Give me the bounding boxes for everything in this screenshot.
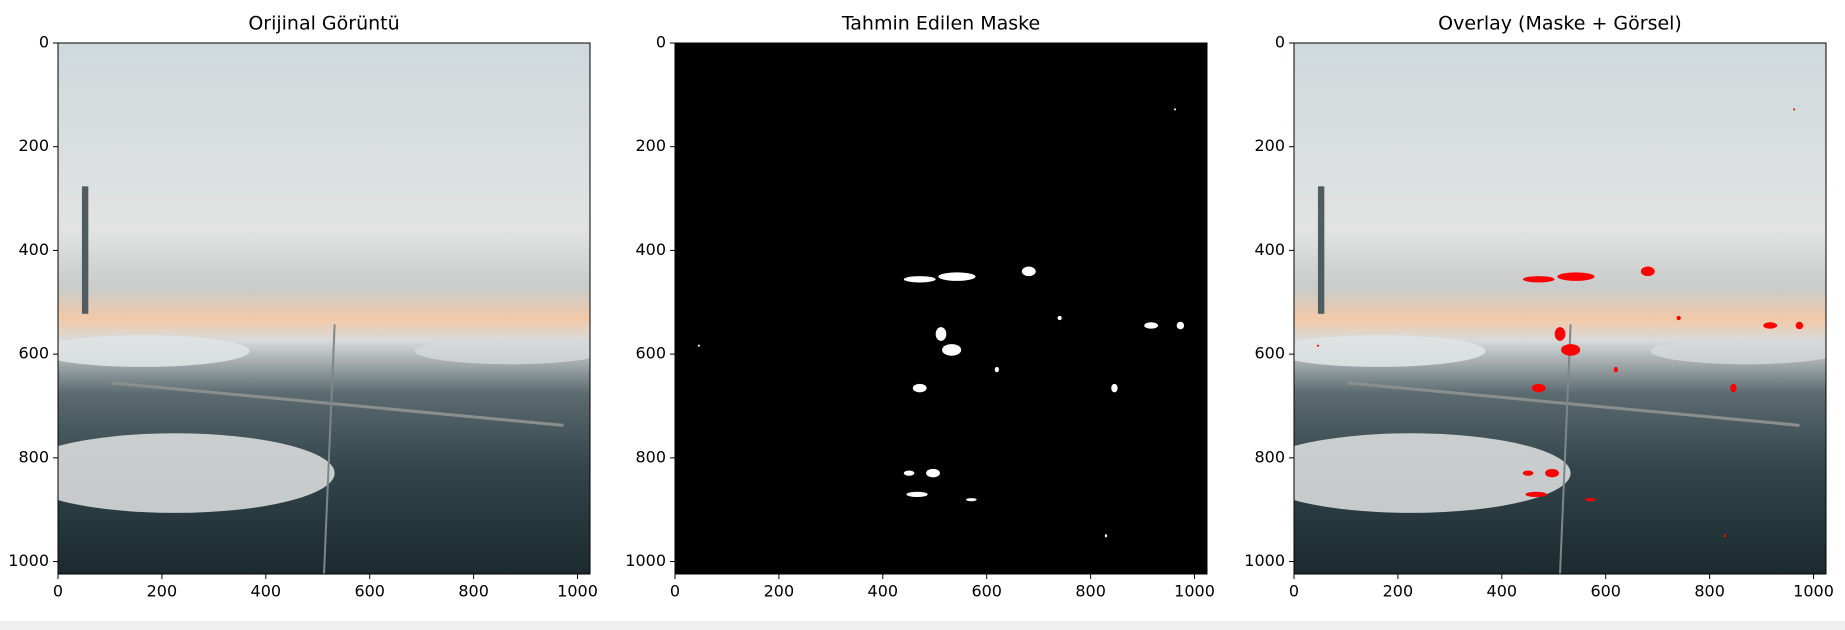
x-tick-label: 200 <box>147 582 178 601</box>
runway <box>111 381 564 427</box>
mask-blob <box>1176 321 1185 330</box>
fog <box>1294 433 1571 513</box>
y-tick-label: 200 <box>1254 136 1285 155</box>
panel-title: Tahmin Edilen Maske <box>841 13 1040 35</box>
x-tick-label: 400 <box>868 582 899 601</box>
x-tick-label: 600 <box>354 582 385 601</box>
mask-blob <box>1144 322 1159 329</box>
y-tick-label: 0 <box>1275 33 1285 52</box>
mask-blob <box>1531 383 1546 393</box>
mask-blob <box>1545 468 1559 478</box>
x-tick-label: 400 <box>1487 582 1518 601</box>
mask-blob <box>1561 344 1581 356</box>
mask-blob <box>903 470 915 476</box>
fog <box>1294 335 1486 367</box>
road <box>323 324 336 574</box>
fog <box>58 335 250 367</box>
mask-blob <box>938 272 976 281</box>
x-tick-label: 400 <box>251 582 282 601</box>
x-tick-label: 0 <box>1289 582 1299 601</box>
image <box>1294 43 1826 574</box>
x-tick-label: 0 <box>53 582 63 601</box>
axes-frame <box>1293 42 1827 575</box>
y-tick-label: 200 <box>18 136 49 155</box>
mask-blob <box>1522 470 1534 476</box>
y-tick-label: 0 <box>39 33 49 52</box>
y-tick-label: 1000 <box>1244 551 1285 570</box>
footer-strip <box>0 621 1845 630</box>
mask-blob <box>1057 315 1062 321</box>
y-tick-label: 0 <box>656 33 666 52</box>
mask-blob <box>912 383 927 393</box>
panel-title: Orijinal Görüntü <box>248 13 399 35</box>
x-tick-label: 800 <box>1075 582 1106 601</box>
mask-bg <box>675 43 1207 574</box>
y-tick-label: 600 <box>1254 344 1285 363</box>
x-tick-label: 800 <box>458 582 489 601</box>
mask-blob <box>1723 534 1726 538</box>
mask-blob <box>906 491 928 498</box>
fog <box>1650 337 1826 365</box>
mask-blob <box>1676 315 1681 321</box>
fog <box>414 337 590 365</box>
mask-blob <box>1730 383 1737 393</box>
mask-blob <box>697 344 701 347</box>
x-tick-label: 200 <box>1383 582 1414 601</box>
x-tick-label: 1000 <box>1793 582 1834 601</box>
mask-blob <box>1174 108 1177 111</box>
tower <box>1317 186 1325 314</box>
x-tick-label: 800 <box>1694 582 1725 601</box>
y-tick-label: 400 <box>1254 240 1285 259</box>
mask-blob <box>926 468 940 478</box>
y-tick-label: 1000 <box>625 551 666 570</box>
panel-title: Overlay (Maske + Görsel) <box>1438 13 1682 35</box>
mask-blob <box>1763 322 1778 329</box>
runway <box>1347 381 1800 427</box>
mask-blob <box>1111 383 1118 393</box>
y-tick-label: 1000 <box>8 551 49 570</box>
fog <box>58 433 335 513</box>
mask-blob <box>994 366 999 373</box>
mask-blob <box>1585 498 1596 502</box>
y-tick-label: 400 <box>18 240 49 259</box>
mask-blob <box>1554 327 1566 341</box>
x-tick-label: 200 <box>764 582 795 601</box>
panel: Overlay (Maske + Görsel) 0 200 400 600 800 100… <box>1244 13 1834 601</box>
mask-blob <box>1793 108 1796 111</box>
mask-blob <box>942 344 962 356</box>
mask-blob <box>1795 321 1804 330</box>
mask-blob <box>1525 491 1547 498</box>
x-tick-label: 1000 <box>557 582 598 601</box>
axes-frame <box>57 42 591 575</box>
road <box>1559 324 1572 574</box>
image <box>675 43 1207 574</box>
mask-blob <box>1557 272 1595 281</box>
y-tick-label: 800 <box>1254 447 1285 466</box>
x-tick-label: 0 <box>670 582 680 601</box>
mask-blob <box>1613 366 1618 373</box>
y-tick-label: 600 <box>635 344 666 363</box>
mask-blob <box>1021 266 1036 277</box>
y-tick-label: 800 <box>635 447 666 466</box>
y-tick-label: 600 <box>18 344 49 363</box>
tower <box>81 186 89 314</box>
x-tick-label: 1000 <box>1174 582 1215 601</box>
y-tick-label: 200 <box>635 136 666 155</box>
axes-frame <box>674 42 1208 575</box>
y-tick-label: 400 <box>635 240 666 259</box>
mask-blob <box>903 276 936 283</box>
y-tick-label: 800 <box>18 447 49 466</box>
x-tick-label: 600 <box>1590 582 1621 601</box>
mask-blob <box>935 327 947 341</box>
mask-blob <box>966 498 977 502</box>
image <box>58 43 590 574</box>
x-tick-label: 600 <box>971 582 1002 601</box>
mask-blob <box>1640 266 1655 277</box>
mask-blob <box>1522 276 1555 283</box>
mask-blob <box>1104 534 1107 538</box>
mask-blob <box>1316 344 1320 347</box>
